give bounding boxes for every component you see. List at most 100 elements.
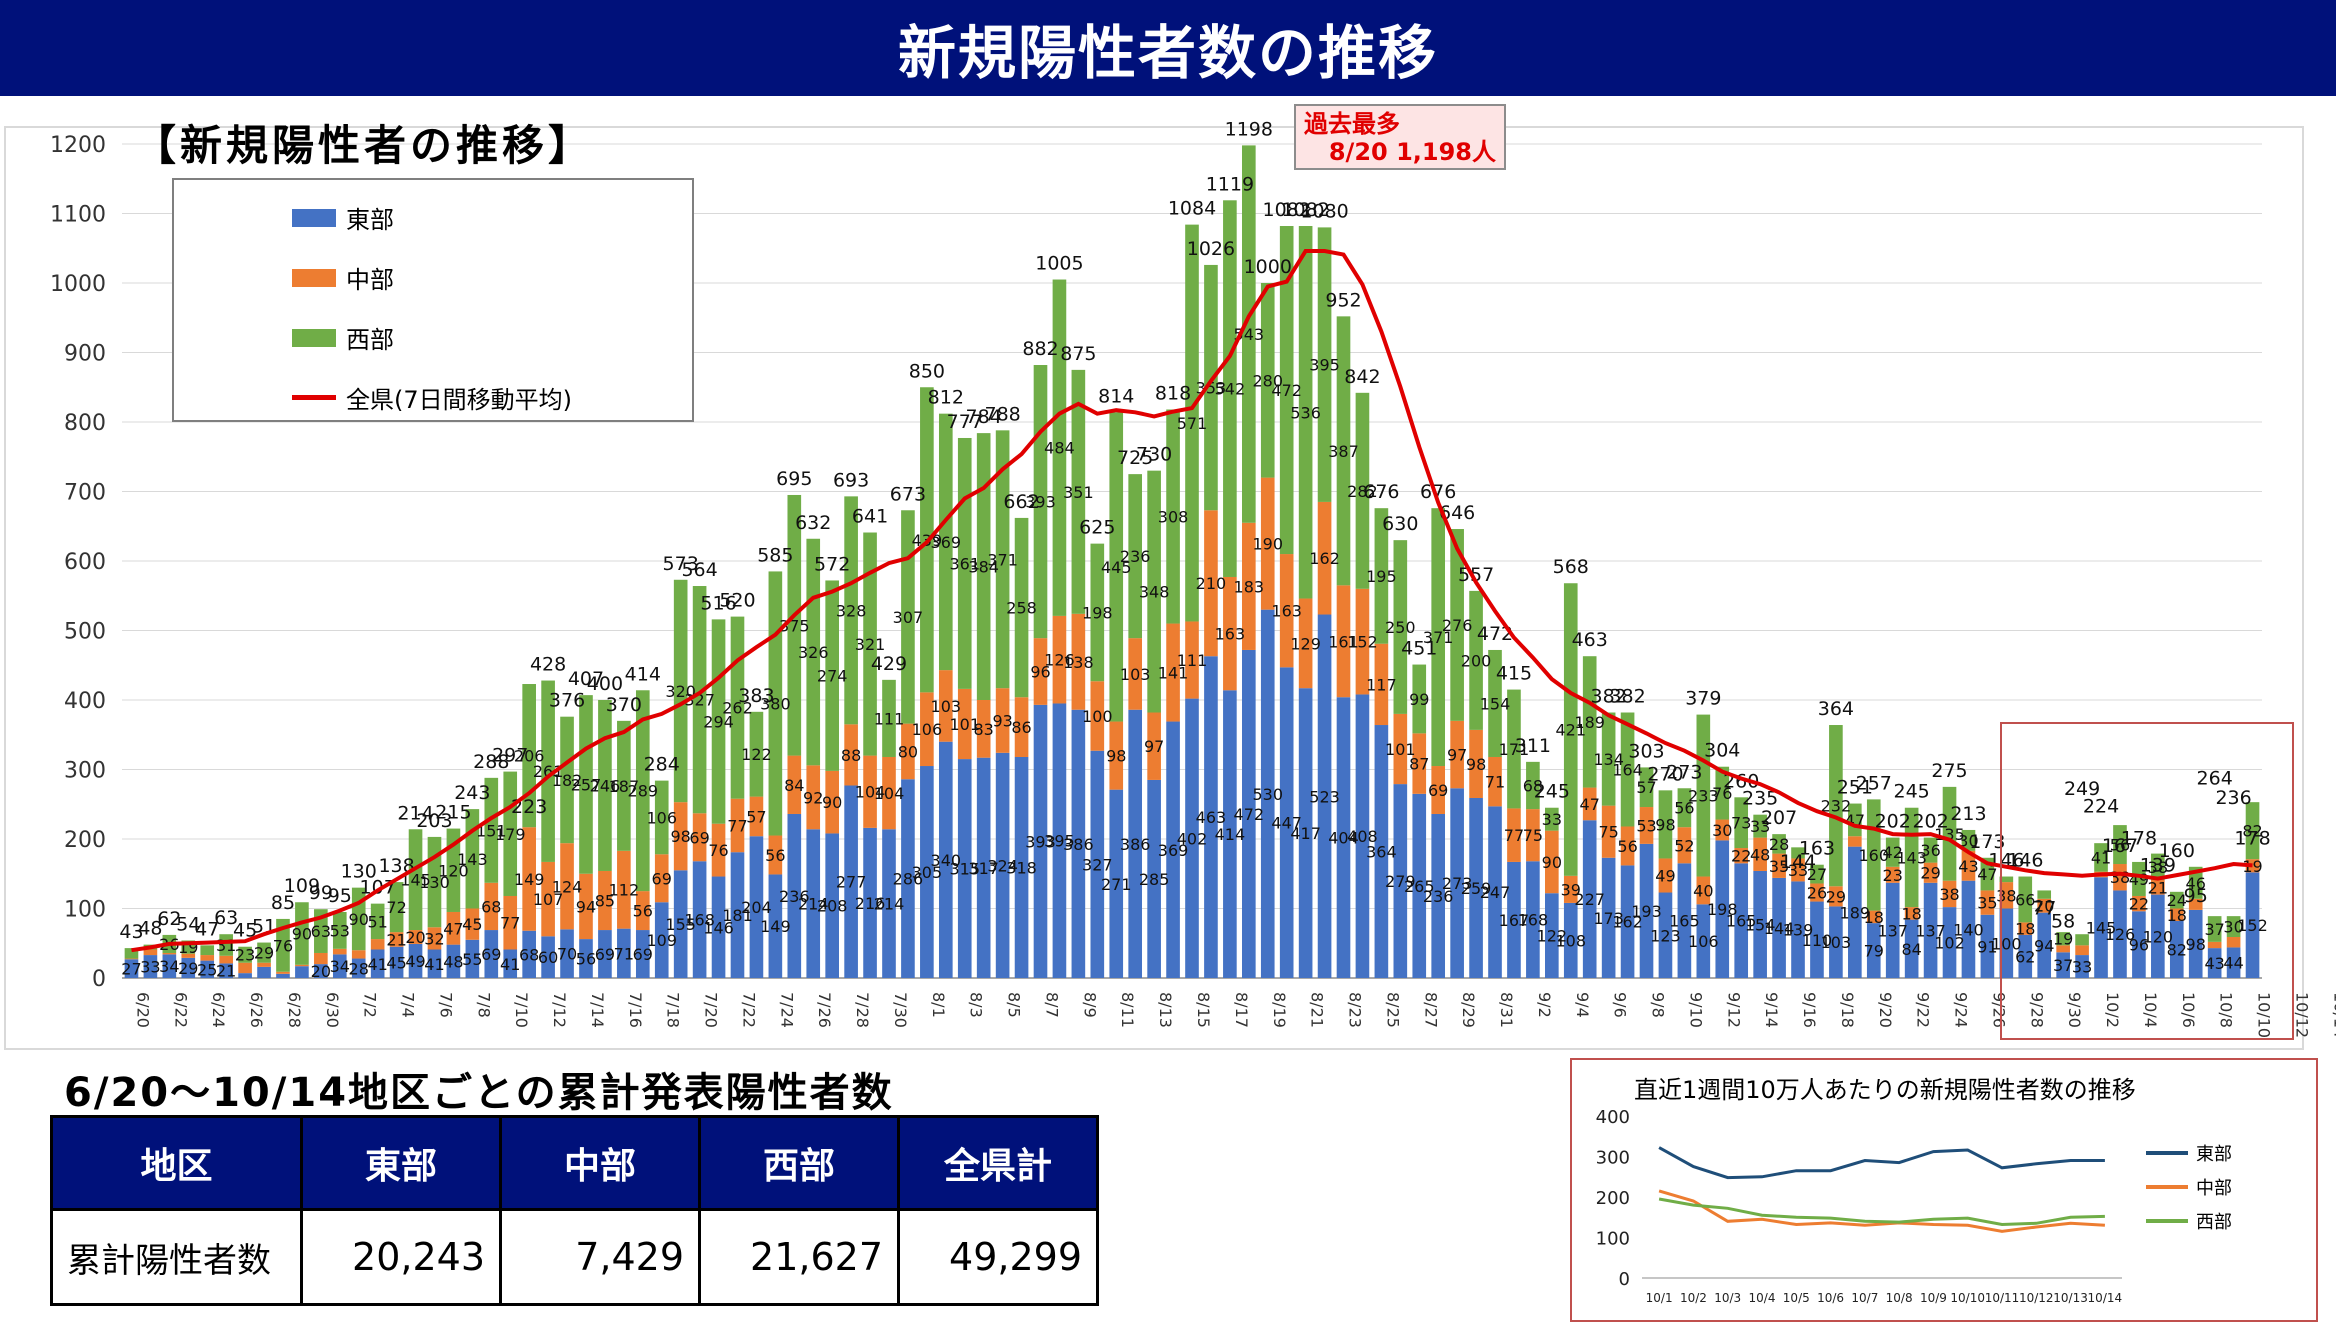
x-tick-label: 9/8	[1649, 992, 1668, 1018]
bar-east	[1772, 877, 1786, 978]
bar-value-label-central: 97	[1144, 737, 1164, 756]
inset-x-tick-label: 10/7	[1851, 1291, 1878, 1305]
bar-east	[1923, 882, 1938, 978]
x-tick-label: 8/29	[1459, 992, 1478, 1028]
bar-central	[1601, 805, 1616, 858]
bar-central	[2056, 945, 2070, 953]
bar-value-label-east: 386	[1063, 835, 1094, 854]
bar-total-label: 415	[1496, 663, 1532, 685]
bar-west	[2188, 866, 2203, 899]
bar-east	[635, 930, 650, 978]
bar-central	[1355, 588, 1370, 695]
x-tick-label: 9/6	[1611, 992, 1630, 1018]
x-tick-label: 8/17	[1232, 992, 1251, 1028]
bar-value-label-central: 20	[405, 928, 425, 947]
bar-total-label: 95	[328, 885, 352, 907]
bar-value-label-west: 111	[874, 709, 905, 728]
bar-central	[503, 895, 518, 950]
bar-central	[1885, 866, 1900, 883]
bar-value-label-central: 97	[1447, 746, 1467, 765]
bar-value-label-west: 82	[2242, 822, 2262, 841]
bar-value-label-west: 120	[438, 861, 469, 880]
bar-value-label-central: 84	[784, 776, 804, 795]
bar-value-label-central: 18	[1864, 908, 1884, 927]
bar-value-label-east: 204	[741, 898, 772, 917]
bar-total-label: 163	[1799, 838, 1835, 860]
bar-value-label-east: 189	[1840, 903, 1871, 922]
bar-total-label: 625	[1079, 517, 1115, 539]
bar-central	[598, 870, 612, 931]
bar-total-label: 130	[341, 861, 377, 883]
inset-y-tick-label: 200	[1596, 1188, 1630, 1209]
bar-value-label-east: 48	[443, 952, 463, 971]
bar-value-label-central: 39	[1561, 880, 1581, 899]
bar-value-label-east: 273	[1442, 874, 1473, 893]
bar-value-label-east: 327	[1082, 855, 1113, 874]
bar-value-label-east: 447	[1271, 814, 1302, 833]
bar-value-label-west: 56	[1674, 799, 1694, 818]
bar-central	[314, 952, 328, 965]
inset-legend-swatch-east	[2146, 1151, 2188, 1155]
y-tick-label: 1000	[50, 272, 106, 297]
bar-east	[1639, 843, 1654, 978]
bar-west	[1071, 369, 1086, 614]
bar-total-label: 662	[1003, 491, 1039, 513]
bar-value-label-east: 208	[817, 897, 848, 916]
bar-total-label: 203	[416, 810, 452, 832]
bar-total-label: 54	[176, 913, 200, 935]
bar-east	[1071, 709, 1086, 978]
bar-total-label: 414	[625, 663, 661, 685]
bar-west	[1885, 837, 1900, 867]
inset-chart: 0 100 200 300 400 10/1 10/2 10/3 10/4 10/5 10/6 10/…	[1596, 1107, 2123, 1305]
bar-value-label-east: 20	[311, 962, 331, 981]
bar-east	[806, 829, 821, 978]
legend-item-west: 西部	[292, 320, 394, 355]
bar-east	[749, 836, 764, 978]
bar-value-label-central: 107	[533, 890, 564, 909]
inset-line-west	[1658, 1197, 2105, 1227]
bar-total-label: 585	[757, 544, 793, 566]
y-tick-label: 100	[64, 898, 106, 923]
bar-west	[1014, 517, 1029, 698]
bar-value-label-east: 44	[2223, 954, 2243, 973]
bar-west	[995, 430, 1010, 689]
bar-value-label-west: 73	[1731, 814, 1751, 833]
bar-west	[200, 945, 215, 956]
bar-west	[901, 510, 915, 724]
bar-total-label: 1119	[1206, 173, 1254, 195]
x-tick-label: 7/10	[512, 992, 531, 1028]
bar-east	[1128, 709, 1143, 978]
bar-total-label: 45	[233, 920, 257, 942]
bar-west	[1204, 264, 1218, 511]
bar-value-label-central: 20	[2034, 897, 2054, 916]
bar-central	[332, 948, 347, 955]
bar-total-label: 451	[1401, 638, 1437, 660]
inset-y-tick-label: 0	[1619, 1269, 1630, 1290]
bar-value-label-east: 315	[949, 860, 980, 879]
bar-value-label-east: 402	[1177, 829, 1208, 848]
title-bar: 新規陽性者数の推移	[0, 0, 2336, 96]
bar-west	[1317, 227, 1332, 502]
x-tick-label: 9/12	[1724, 992, 1743, 1028]
bar-central	[143, 949, 158, 956]
bar-east	[1961, 880, 1976, 978]
bar-central	[1980, 890, 1995, 915]
bar-west	[711, 619, 726, 824]
bar-east	[844, 785, 858, 978]
bar-value-label-central: 98	[1466, 755, 1486, 774]
bar-value-label-west: 571	[1177, 414, 1208, 433]
bar-west	[1961, 829, 1976, 851]
bar-value-label-west: 421	[1555, 721, 1586, 740]
bar-total-label: 139	[2140, 854, 2176, 876]
bar-east	[1885, 882, 1900, 978]
inset-legend-label-central: 中部	[2196, 1178, 2232, 1199]
bar-central	[2018, 922, 2033, 935]
bar-west	[1639, 767, 1654, 808]
x-tick-label: 7/4	[399, 992, 418, 1018]
bar-value-label-east: 168	[1518, 911, 1549, 930]
inset-title: 直近1週間10万人あたりの新規陽性者数の推移	[1634, 1076, 2136, 1104]
bar-east	[1563, 902, 1578, 978]
bar-central	[579, 873, 593, 940]
bar-value-label-west: 328	[836, 601, 867, 620]
x-tick-label: 7/18	[664, 992, 683, 1028]
